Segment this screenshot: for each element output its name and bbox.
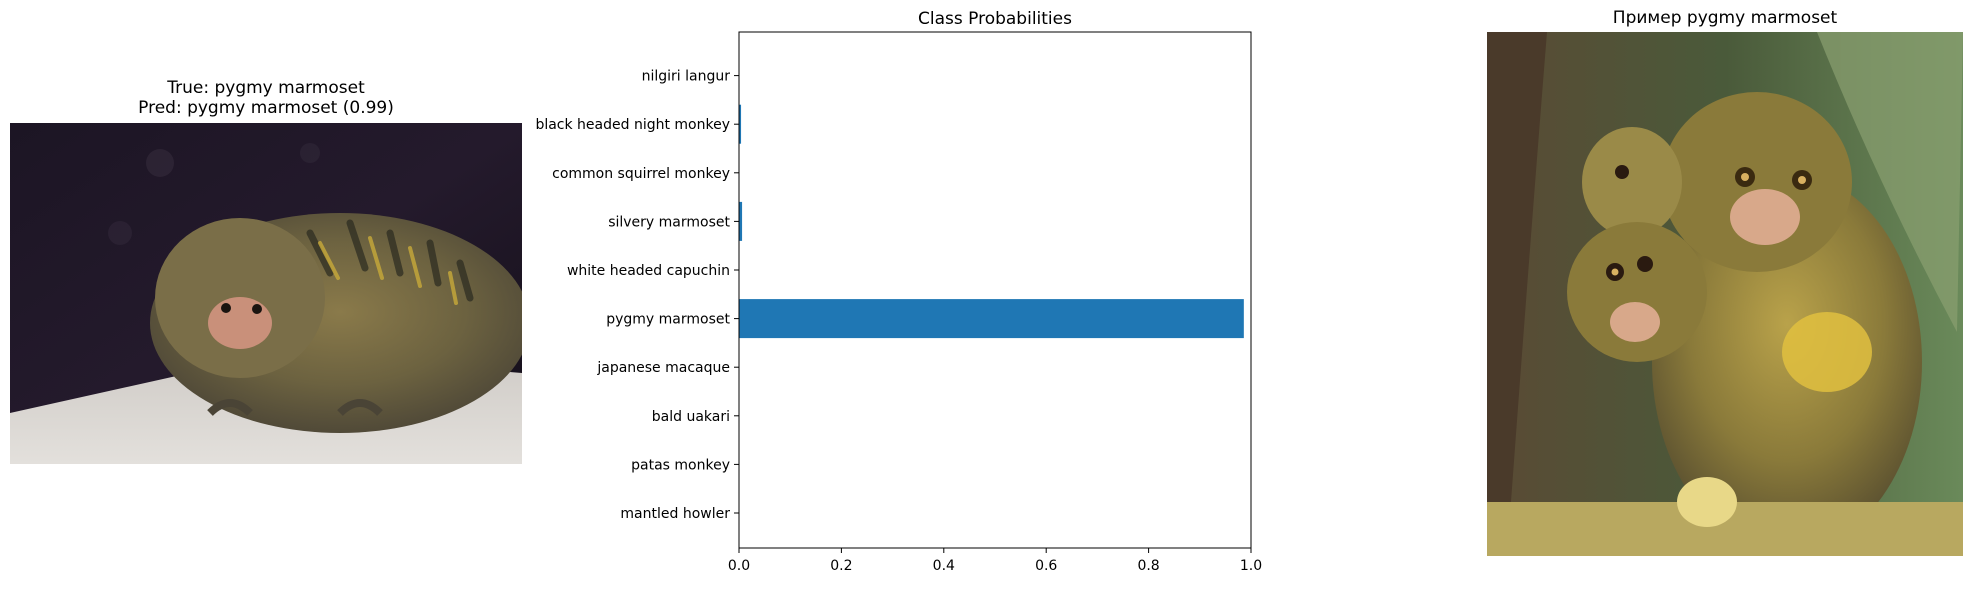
x-tick-label: 0.4 xyxy=(933,558,955,574)
y-tick-label: black headed night monkey xyxy=(535,117,730,133)
x-tick-label: 1.0 xyxy=(1240,558,1262,574)
y-tick-label: nilgiri langur xyxy=(642,69,731,85)
example-marmoset-image xyxy=(1487,32,1963,556)
y-tick-label: pygmy marmoset xyxy=(606,312,730,328)
bars-layer xyxy=(739,56,1244,533)
marmoset-photo-image xyxy=(10,123,522,464)
x-tick-label: 0.0 xyxy=(728,558,750,574)
y-tick-label: white headed capuchin xyxy=(567,263,730,279)
y-tick-label: bald uakari xyxy=(652,409,730,425)
x-tick-label: 0.6 xyxy=(1035,558,1057,574)
right-panel-title: Пример pygmy marmoset xyxy=(1612,8,1838,28)
y-tick-label: japanese macaque xyxy=(596,360,730,376)
example-photo xyxy=(1487,32,1963,556)
y-tick-label: silvery marmoset xyxy=(608,214,730,230)
left-panel-title: True: pygmy marmoset Pred: pygmy marmose… xyxy=(10,78,522,118)
x-tick-label: 0.2 xyxy=(830,558,852,574)
y-axis-ticks: mantled howler patas monkey bald uakari jap… xyxy=(535,69,739,522)
y-tick-label: common squirrel monkey xyxy=(552,166,730,182)
x-axis-ticks: 0.0 0.2 0.4 0.6 0.8 1.0 xyxy=(728,548,1262,574)
chart-title: Class Probabilities xyxy=(918,9,1072,29)
x-tick-label: 0.8 xyxy=(1137,558,1159,574)
pred-label: Pred: pygmy marmoset (0.99) xyxy=(138,98,394,118)
input-photo xyxy=(10,123,522,464)
bar-silvery-marmoset xyxy=(739,201,743,241)
plot-frame xyxy=(738,31,1252,549)
true-label: True: pygmy marmoset xyxy=(167,78,365,98)
y-tick-label: patas monkey xyxy=(631,457,730,473)
bar-pygmy-marmoset xyxy=(739,299,1244,339)
bar-black-headed-night-monkey xyxy=(739,104,742,144)
y-tick-label: mantled howler xyxy=(620,506,730,522)
